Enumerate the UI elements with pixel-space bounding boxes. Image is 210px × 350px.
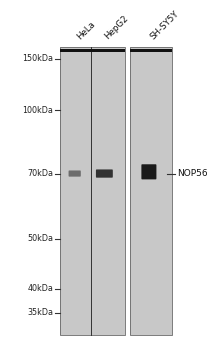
FancyBboxPatch shape (68, 170, 81, 177)
Text: SH-SY5Y: SH-SY5Y (149, 9, 181, 41)
Text: NOP56: NOP56 (177, 169, 207, 178)
Bar (130, 49, 172, 52)
Text: HeLa: HeLa (75, 20, 97, 41)
FancyBboxPatch shape (96, 169, 113, 178)
Bar (130, 47, 172, 335)
Bar (60, 47, 125, 335)
FancyBboxPatch shape (141, 164, 156, 180)
Text: 50kDa: 50kDa (27, 234, 53, 243)
Text: 40kDa: 40kDa (28, 284, 53, 293)
Bar (60, 49, 125, 52)
Bar (130, 47, 172, 335)
Bar (60, 47, 125, 335)
Text: 100kDa: 100kDa (22, 106, 53, 114)
Text: 150kDa: 150kDa (22, 54, 53, 63)
Text: HepG2: HepG2 (102, 14, 130, 41)
Text: 35kDa: 35kDa (27, 308, 53, 317)
Text: 70kDa: 70kDa (27, 169, 53, 178)
